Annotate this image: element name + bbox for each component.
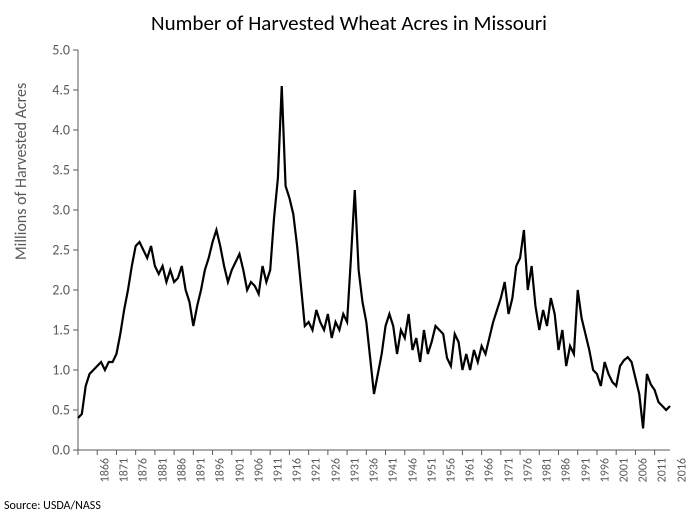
y-tick-label: 2.0 (40, 282, 70, 299)
y-tick-label: 4.0 (40, 122, 70, 139)
x-tick-label: 1991 (579, 458, 593, 482)
x-tick-label: 1901 (233, 458, 247, 482)
y-tick-label: 0.0 (40, 442, 70, 459)
x-tick-label: 1976 (521, 458, 535, 482)
x-tick-label: 1936 (367, 458, 381, 482)
x-tick-label: 2006 (637, 458, 651, 482)
x-tick-label: 2011 (656, 458, 670, 482)
x-tick-label: 1956 (444, 458, 458, 482)
y-tick-label: 5.0 (40, 42, 70, 59)
chart-container: Number of Harvested Wheat Acres in Misso… (0, 0, 698, 517)
x-tick-label: 1981 (540, 458, 554, 482)
plot-area (72, 44, 676, 456)
x-tick-label: 1966 (483, 458, 497, 482)
x-tick-label: 1926 (329, 458, 343, 482)
x-tick-label: 1906 (252, 458, 266, 482)
x-tick-label: 1896 (214, 458, 228, 482)
x-tick-label: 1931 (348, 458, 362, 482)
x-tick-label: 1916 (291, 458, 305, 482)
y-tick-label: 1.0 (40, 362, 70, 379)
y-tick-label: 4.5 (40, 82, 70, 99)
y-tick-label: 1.5 (40, 322, 70, 339)
data-series-line (78, 86, 670, 428)
x-tick-label: 1946 (406, 458, 420, 482)
x-tick-label: 1961 (464, 458, 478, 482)
x-tick-label: 1876 (137, 458, 151, 482)
x-tick-label: 1986 (560, 458, 574, 482)
x-tick-label: 1866 (98, 458, 112, 482)
x-tick-label: 1886 (175, 458, 189, 482)
x-tick-label: 1911 (271, 458, 285, 482)
x-tick-label: 2016 (675, 458, 689, 482)
x-tick-label: 1996 (598, 458, 612, 482)
source-note: Source: USDA/NASS (4, 499, 101, 513)
x-tick-label: 1871 (118, 458, 132, 482)
y-tick-label: 0.5 (40, 402, 70, 419)
y-tick-label: 3.5 (40, 162, 70, 179)
y-tick-label: 2.5 (40, 242, 70, 259)
x-tick-label: 1951 (425, 458, 439, 482)
x-tick-label: 1941 (387, 458, 401, 482)
x-tick-label: 1891 (194, 458, 208, 482)
y-tick-label: 3.0 (40, 202, 70, 219)
x-tick-label: 1971 (502, 458, 516, 482)
y-axis-label: Millions of Harvested Acres (12, 83, 31, 260)
x-tick-label: 1881 (156, 458, 170, 482)
x-tick-label: 2001 (617, 458, 631, 482)
x-tick-label: 1921 (310, 458, 324, 482)
chart-title: Number of Harvested Wheat Acres in Misso… (0, 10, 698, 36)
